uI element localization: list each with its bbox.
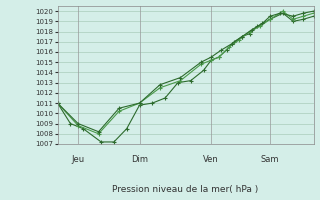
Text: Sam: Sam [261,155,279,164]
Text: Ven: Ven [203,155,219,164]
Text: Pression niveau de la mer( hPa ): Pression niveau de la mer( hPa ) [112,185,259,194]
Text: Dim: Dim [131,155,148,164]
Text: Jeu: Jeu [71,155,85,164]
